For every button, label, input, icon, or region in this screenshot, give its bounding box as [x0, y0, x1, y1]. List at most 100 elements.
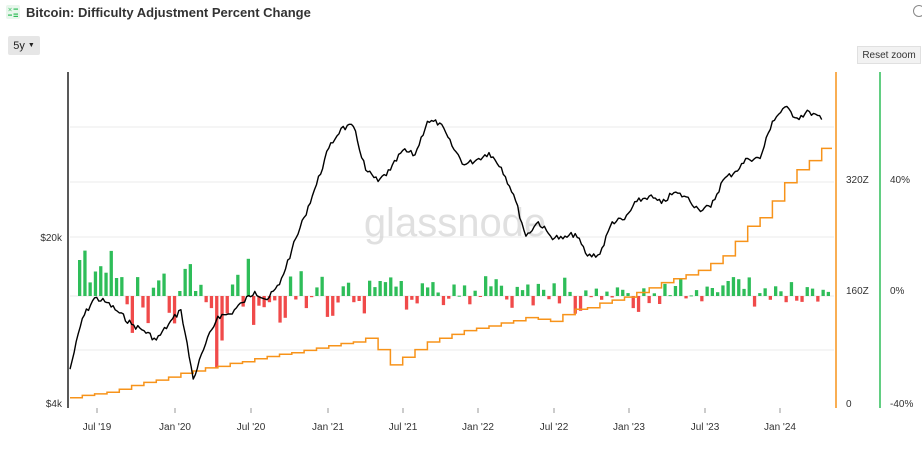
difficulty-change-bars [78, 250, 830, 369]
y-axis-difficulty: 0 160Z 320Z [846, 175, 869, 410]
y-difficulty-tick-label: 0 [846, 399, 852, 410]
y-percent-tick-label: -40% [890, 399, 913, 410]
difficulty-change-bar [716, 292, 720, 296]
difficulty-change-bar [542, 289, 546, 296]
difficulty-change-bar [795, 296, 799, 301]
difficulty-change-bar [694, 290, 699, 296]
difficulty-change-bar [420, 283, 424, 296]
difficulty-change-bar [136, 277, 140, 296]
difficulty-change-bar [673, 286, 678, 296]
y-percent-tick-label: 40% [890, 175, 910, 186]
difficulty-change-bar [204, 296, 208, 303]
difficulty-change-bar [225, 296, 229, 314]
range-selector-label: 5y [13, 39, 25, 52]
settings-icon[interactable] [913, 5, 922, 17]
difficulty-change-bar [531, 296, 535, 306]
difficulty-change-bar [315, 287, 319, 296]
difficulty-change-bar [552, 283, 556, 296]
range-selector[interactable]: 5y ▼ [8, 36, 40, 55]
difficulty-change-bar [647, 296, 651, 304]
difficulty-change-bar [262, 296, 266, 308]
x-tick-label: Jan '20 [159, 422, 191, 433]
difficulty-change-bar [768, 296, 772, 300]
difficulty-change-bar [125, 296, 129, 305]
difficulty-change-bar [389, 277, 393, 296]
grid-lines [70, 126, 834, 351]
x-tick-label: Jul '21 [389, 422, 418, 433]
difficulty-change-bar [573, 296, 577, 314]
reset-zoom-button[interactable]: Reset zoom [857, 46, 921, 64]
difficulty-change-bar [774, 286, 778, 296]
difficulty-change-bar [267, 296, 272, 303]
difficulty-change-bar [146, 296, 150, 324]
difficulty-change-bar [684, 296, 688, 299]
difficulty-change-bar [215, 296, 219, 369]
difficulty-change-bar [431, 282, 435, 296]
x-tick-label: Jan '22 [462, 422, 494, 433]
x-axis: Jul '19 Jan '20 Jul '20 Jan '21 Jul '21 Jan '… [83, 408, 796, 433]
difficulty-change-bar [547, 296, 551, 300]
difficulty-change-bar [78, 260, 82, 296]
difficulty-change-bar [199, 284, 203, 296]
difficulty-change-bar [93, 271, 98, 296]
difficulty-change-bar [505, 296, 509, 300]
difficulty-change-bar [515, 286, 519, 296]
difficulty-change-bar [784, 296, 788, 303]
difficulty-change-bar [410, 296, 414, 300]
difficulty-change-bar [478, 296, 482, 297]
difficulty-change-bar [188, 264, 192, 296]
watermark: glassnode [364, 201, 546, 245]
difficulty-change-bar [568, 291, 572, 296]
y-left-tick-label: $4k [46, 399, 63, 410]
difficulty-change-bar [383, 282, 388, 296]
difficulty-change-bar [679, 279, 683, 296]
difficulty-change-bar [194, 291, 198, 296]
difficulty-change-bar [520, 290, 525, 296]
difficulty-change-bar [310, 296, 314, 298]
difficulty-change-bar [600, 296, 604, 300]
difficulty-change-bar [563, 277, 567, 296]
difficulty-change-bar [526, 284, 530, 296]
difficulty-change-bar [826, 291, 830, 296]
difficulty-change-bar [183, 268, 187, 296]
difficulty-change-bar [246, 258, 250, 296]
difficulty-change-bar [789, 282, 794, 296]
difficulty-change-bar [157, 280, 161, 296]
difficulty-change-bar [800, 296, 804, 302]
difficulty-change-bar [336, 296, 340, 303]
difficulty-change-bar [394, 286, 398, 296]
difficulty-change-bar [621, 289, 625, 296]
difficulty-change-bar [726, 281, 730, 296]
difficulty-change-bar [594, 288, 598, 296]
difficulty-change-bar [742, 288, 746, 296]
difficulty-change-bar [252, 296, 256, 325]
y-axis-percent: -40% 0% 40% [890, 175, 913, 410]
difficulty-change-bar [162, 273, 166, 296]
difficulty-change-bar [489, 286, 493, 296]
difficulty-series-line [70, 147, 832, 399]
difficulty-change-bar [415, 296, 419, 304]
difficulty-change-bar [257, 296, 261, 306]
difficulty-change-bar [288, 276, 293, 296]
x-tick-label: Jan '21 [312, 422, 344, 433]
difficulty-change-bar [589, 296, 593, 298]
difficulty-change-bar [821, 289, 825, 296]
difficulty-change-bar [352, 296, 356, 303]
svg-text:×: × [8, 7, 13, 14]
difficulty-change-bar [447, 296, 451, 299]
difficulty-change-bar [114, 278, 119, 296]
difficulty-change-bar [109, 250, 113, 296]
difficulty-change-bar [209, 296, 214, 309]
difficulty-change-bar [278, 296, 282, 323]
difficulty-change-bar [178, 291, 182, 296]
difficulty-change-bar [441, 296, 446, 306]
x-tick-label: Jul '23 [691, 422, 720, 433]
price-series-line [69, 105, 823, 380]
difficulty-change-bar [120, 277, 124, 296]
difficulty-change-bar [452, 284, 456, 296]
difficulty-change-bar [805, 287, 809, 296]
difficulty-change-bar [626, 293, 630, 296]
difficulty-change-bar [816, 296, 820, 302]
difficulty-change-bar [294, 296, 298, 300]
